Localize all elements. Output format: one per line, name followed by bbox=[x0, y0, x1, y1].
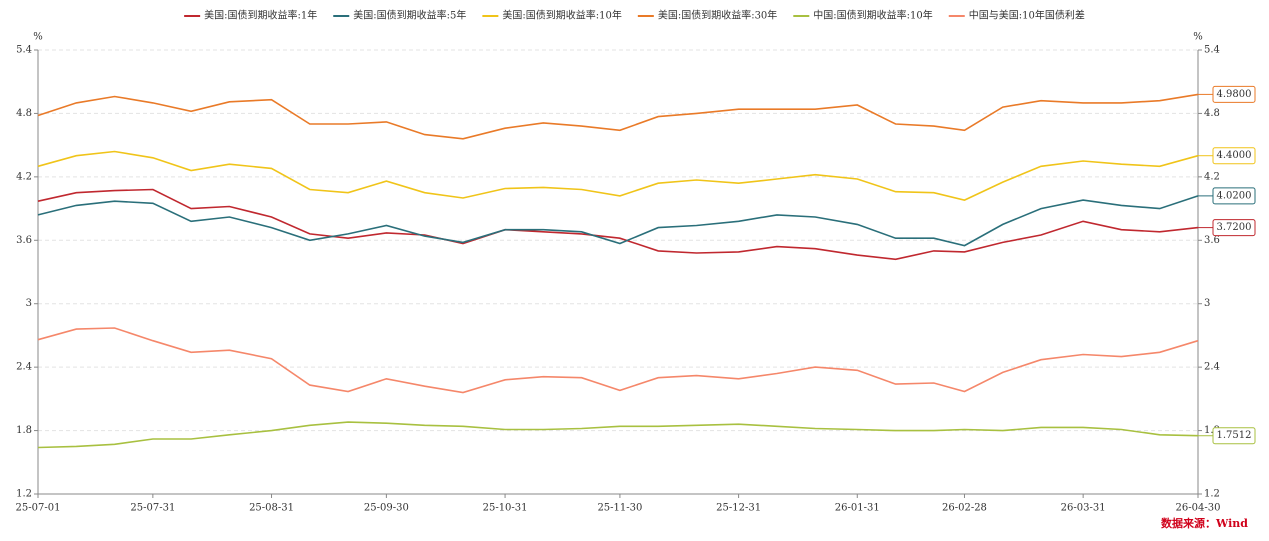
legend-label: 美国:国债到期收益率:1年 bbox=[204, 9, 317, 22]
legend-label: 美国:国债到期收益率:10年 bbox=[502, 9, 621, 22]
x-tick-label: 25-11-30 bbox=[597, 503, 642, 514]
legend-label: 中国:国债到期收益率:10年 bbox=[813, 9, 932, 22]
y2-tick-label: 4.8 bbox=[1204, 108, 1220, 119]
end-label: 4.0200 bbox=[1198, 187, 1256, 205]
end-label: 1.7512 bbox=[1198, 427, 1256, 445]
end-label-text: 4.4000 bbox=[1217, 150, 1252, 161]
end-label: 4.4000 bbox=[1198, 147, 1256, 165]
y2-tick-label: 5.4 bbox=[1204, 45, 1220, 56]
series-line bbox=[37, 195, 1199, 247]
y2-tick-label: 1.2 bbox=[1204, 489, 1220, 500]
end-label: 3.7200 bbox=[1198, 219, 1256, 237]
x-tick-label: 25-10-31 bbox=[483, 503, 528, 514]
y-tick-label: 4.2 bbox=[16, 171, 32, 182]
y2-tick-label: 3 bbox=[1204, 298, 1210, 309]
source-note: 数据来源：Wind bbox=[1161, 516, 1248, 530]
y2-tick-label: 3.6 bbox=[1204, 235, 1220, 246]
y2-tick-label: 1.8 bbox=[1204, 425, 1220, 436]
legend-item: 美国:国债到期收益率:30年 bbox=[637, 9, 777, 22]
legend-label: 美国:国债到期收益率:30年 bbox=[658, 9, 777, 22]
legend-label: 中国与美国:10年国债利差 bbox=[969, 9, 1085, 22]
x-tick-label: 26-04-30 bbox=[1176, 503, 1221, 514]
legend-item: 美国:国债到期收益率:10年 bbox=[482, 9, 622, 22]
x-tick-label: 26-01-31 bbox=[835, 503, 880, 514]
end-label-text: 4.9800 bbox=[1217, 89, 1252, 100]
legend-item: 美国:国债到期收益率:1年 bbox=[184, 9, 317, 22]
y-tick-label: 1.2 bbox=[16, 489, 32, 500]
end-label: 4.9800 bbox=[1198, 85, 1256, 103]
y-tick-label: 5.4 bbox=[16, 45, 32, 56]
y-tick-label: 2.4 bbox=[16, 362, 32, 373]
x-tick-label: 25-08-31 bbox=[249, 503, 294, 514]
legend-label: 美国:国债到期收益率:5年 bbox=[353, 9, 466, 22]
y-unit: % bbox=[33, 32, 43, 43]
x-tick-label: 25-07-01 bbox=[16, 503, 61, 514]
series-line bbox=[37, 150, 1199, 201]
y-tick-label: 1.8 bbox=[16, 425, 32, 436]
y2-unit: % bbox=[1193, 32, 1203, 43]
x-tick-label: 25-12-31 bbox=[716, 503, 761, 514]
series-line bbox=[37, 93, 1199, 140]
end-label-text: 4.0200 bbox=[1217, 190, 1252, 201]
y2-tick-label: 2.4 bbox=[1204, 362, 1220, 373]
y-tick-label: 4.8 bbox=[16, 108, 32, 119]
end-label-text: 1.7512 bbox=[1217, 430, 1252, 441]
x-tick-label: 25-07-31 bbox=[130, 503, 175, 514]
x-tick-label: 26-02-28 bbox=[942, 503, 987, 514]
legend-item: 美国:国债到期收益率:5年 bbox=[333, 9, 466, 22]
series-line bbox=[37, 327, 1199, 394]
legend-item: 中国:国债到期收益率:10年 bbox=[793, 9, 933, 22]
series-line bbox=[37, 188, 1199, 261]
legend: 美国:国债到期收益率:1年 美国:国债到期收益率:5年 美国:国债到期收益率:10年… bbox=[184, 9, 1085, 22]
legend-item: 中国与美国:10年国债利差 bbox=[948, 9, 1085, 22]
x-tick-label: 25-09-30 bbox=[364, 503, 409, 514]
y-tick-label: 3.6 bbox=[16, 235, 32, 246]
y2-tick-label: 4.2 bbox=[1204, 171, 1220, 182]
y-tick-label: 3 bbox=[26, 298, 32, 309]
end-label-text: 3.7200 bbox=[1217, 222, 1252, 233]
series-line bbox=[37, 421, 1199, 449]
x-tick-label: 26-03-31 bbox=[1061, 503, 1106, 514]
